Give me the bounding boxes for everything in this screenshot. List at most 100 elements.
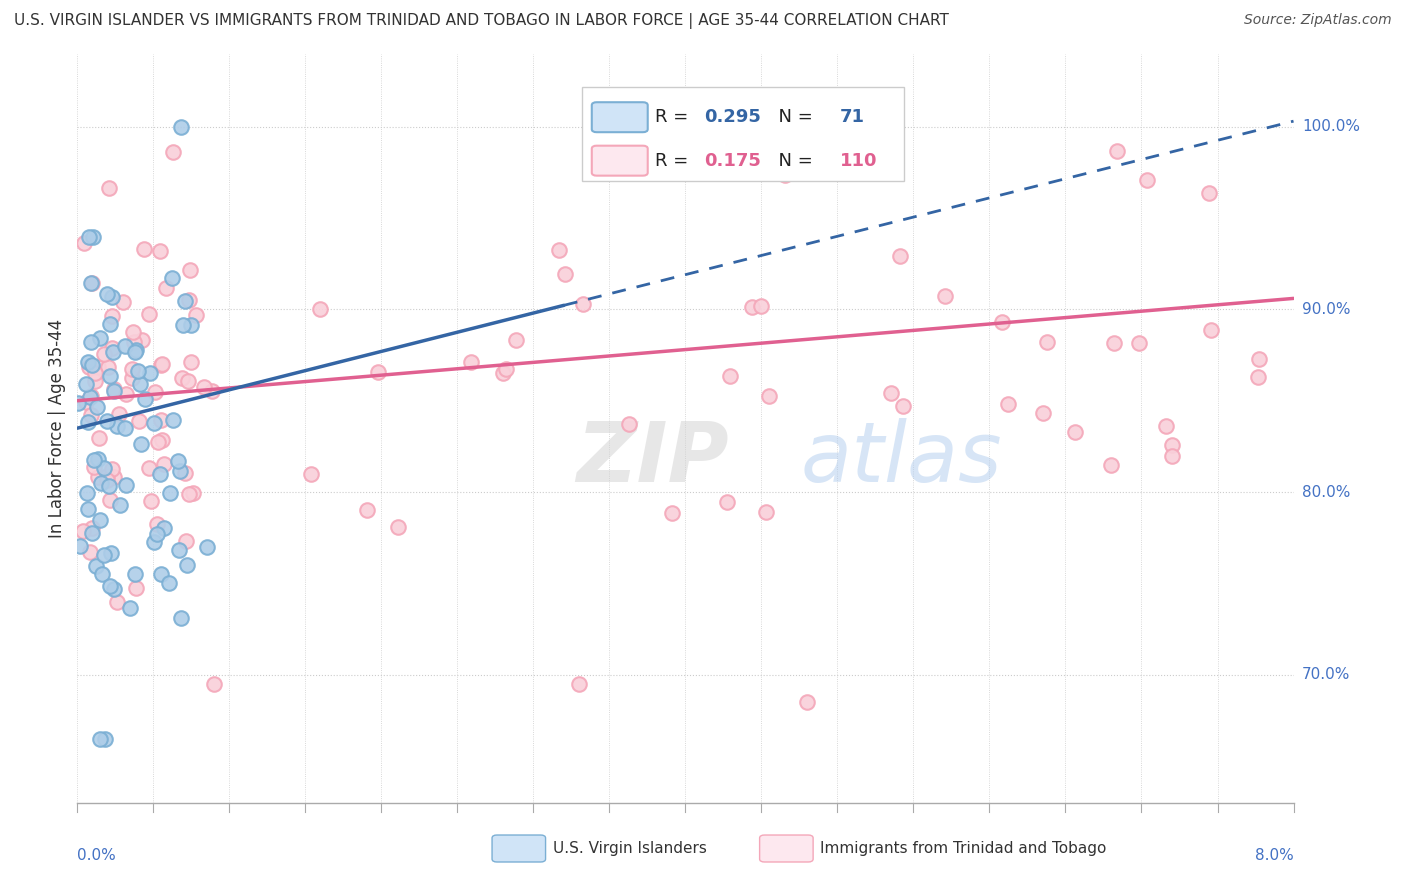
Text: 80.0%: 80.0% xyxy=(1302,484,1350,500)
Point xyxy=(193,379,215,393)
Point xyxy=(150,357,173,371)
Point xyxy=(1099,458,1122,472)
Point xyxy=(87,360,110,375)
Point xyxy=(96,469,118,483)
Point xyxy=(121,371,143,385)
Point xyxy=(201,384,224,398)
Point xyxy=(124,567,146,582)
Point xyxy=(80,276,103,290)
Point xyxy=(149,467,172,482)
Point xyxy=(138,367,160,381)
Point xyxy=(127,364,149,378)
Point xyxy=(79,545,101,559)
Text: U.S. Virgin Islanders: U.S. Virgin Islanders xyxy=(553,841,707,856)
Text: N =: N = xyxy=(766,108,818,126)
Point xyxy=(82,230,104,244)
Point xyxy=(934,289,956,303)
Point xyxy=(134,392,156,407)
Point xyxy=(796,695,818,709)
Point xyxy=(758,389,780,403)
Point xyxy=(93,347,115,361)
Point xyxy=(89,513,111,527)
Point xyxy=(84,559,107,574)
Text: 110: 110 xyxy=(839,152,877,169)
Point xyxy=(162,145,184,159)
Point xyxy=(153,521,176,535)
Point xyxy=(100,546,122,560)
Point xyxy=(148,434,170,449)
Point xyxy=(131,333,153,347)
Text: ZIP: ZIP xyxy=(576,417,728,499)
Point xyxy=(120,601,142,615)
Point xyxy=(82,521,104,535)
Point xyxy=(96,286,118,301)
Point xyxy=(174,533,197,548)
FancyBboxPatch shape xyxy=(492,835,546,862)
Point xyxy=(157,576,180,591)
Text: 0.175: 0.175 xyxy=(703,152,761,169)
Point xyxy=(98,479,121,493)
Point xyxy=(86,400,108,414)
Point xyxy=(155,281,177,295)
Point xyxy=(103,582,125,596)
Point xyxy=(128,413,150,427)
Point xyxy=(367,365,389,379)
Point xyxy=(103,384,125,398)
Point xyxy=(889,249,911,263)
Point xyxy=(891,399,914,413)
Text: Source: ZipAtlas.com: Source: ZipAtlas.com xyxy=(1244,13,1392,28)
Point xyxy=(72,524,94,538)
Text: 0.295: 0.295 xyxy=(703,108,761,126)
Text: U.S. VIRGIN ISLANDER VS IMMIGRANTS FROM TRINIDAD AND TOBAGO IN LABOR FORCE | AGE: U.S. VIRGIN ISLANDER VS IMMIGRANTS FROM … xyxy=(14,13,949,29)
Point xyxy=(308,302,330,317)
Point xyxy=(76,355,98,369)
Point xyxy=(572,297,595,311)
Point xyxy=(145,527,167,541)
Point xyxy=(174,467,197,481)
Point xyxy=(80,389,103,403)
Point xyxy=(84,374,107,388)
Point xyxy=(619,417,641,432)
Point xyxy=(169,542,191,557)
Text: 8.0%: 8.0% xyxy=(1254,848,1294,863)
Point xyxy=(98,317,121,331)
Point xyxy=(138,307,160,321)
Point xyxy=(90,476,112,491)
Text: 71: 71 xyxy=(839,108,865,126)
Point xyxy=(122,325,145,339)
Point xyxy=(132,243,155,257)
FancyBboxPatch shape xyxy=(592,145,648,176)
Point xyxy=(75,395,97,409)
Point xyxy=(93,731,115,746)
Text: 0.0%: 0.0% xyxy=(77,848,117,863)
Point xyxy=(1128,335,1150,350)
Point xyxy=(101,341,124,355)
Point xyxy=(141,494,163,508)
Point xyxy=(76,501,98,516)
Point xyxy=(76,486,98,500)
Point xyxy=(186,308,208,322)
Point xyxy=(180,355,202,369)
Text: 90.0%: 90.0% xyxy=(1302,301,1350,317)
Point xyxy=(77,416,100,430)
Point xyxy=(495,362,517,376)
Point xyxy=(143,384,166,399)
Point xyxy=(73,235,96,250)
Point xyxy=(146,516,169,531)
Point xyxy=(718,368,741,383)
Point xyxy=(122,335,145,350)
Point xyxy=(114,421,136,435)
Text: 100.0%: 100.0% xyxy=(1302,120,1360,134)
Point xyxy=(554,267,576,281)
Point xyxy=(142,417,165,431)
Point xyxy=(177,487,200,501)
Point xyxy=(67,396,90,410)
Point xyxy=(1064,425,1087,439)
Point xyxy=(152,458,174,472)
Point xyxy=(749,299,772,313)
Point xyxy=(108,498,131,512)
Point xyxy=(115,477,138,491)
Point xyxy=(1105,145,1128,159)
Point xyxy=(101,290,124,304)
Point xyxy=(741,300,763,314)
